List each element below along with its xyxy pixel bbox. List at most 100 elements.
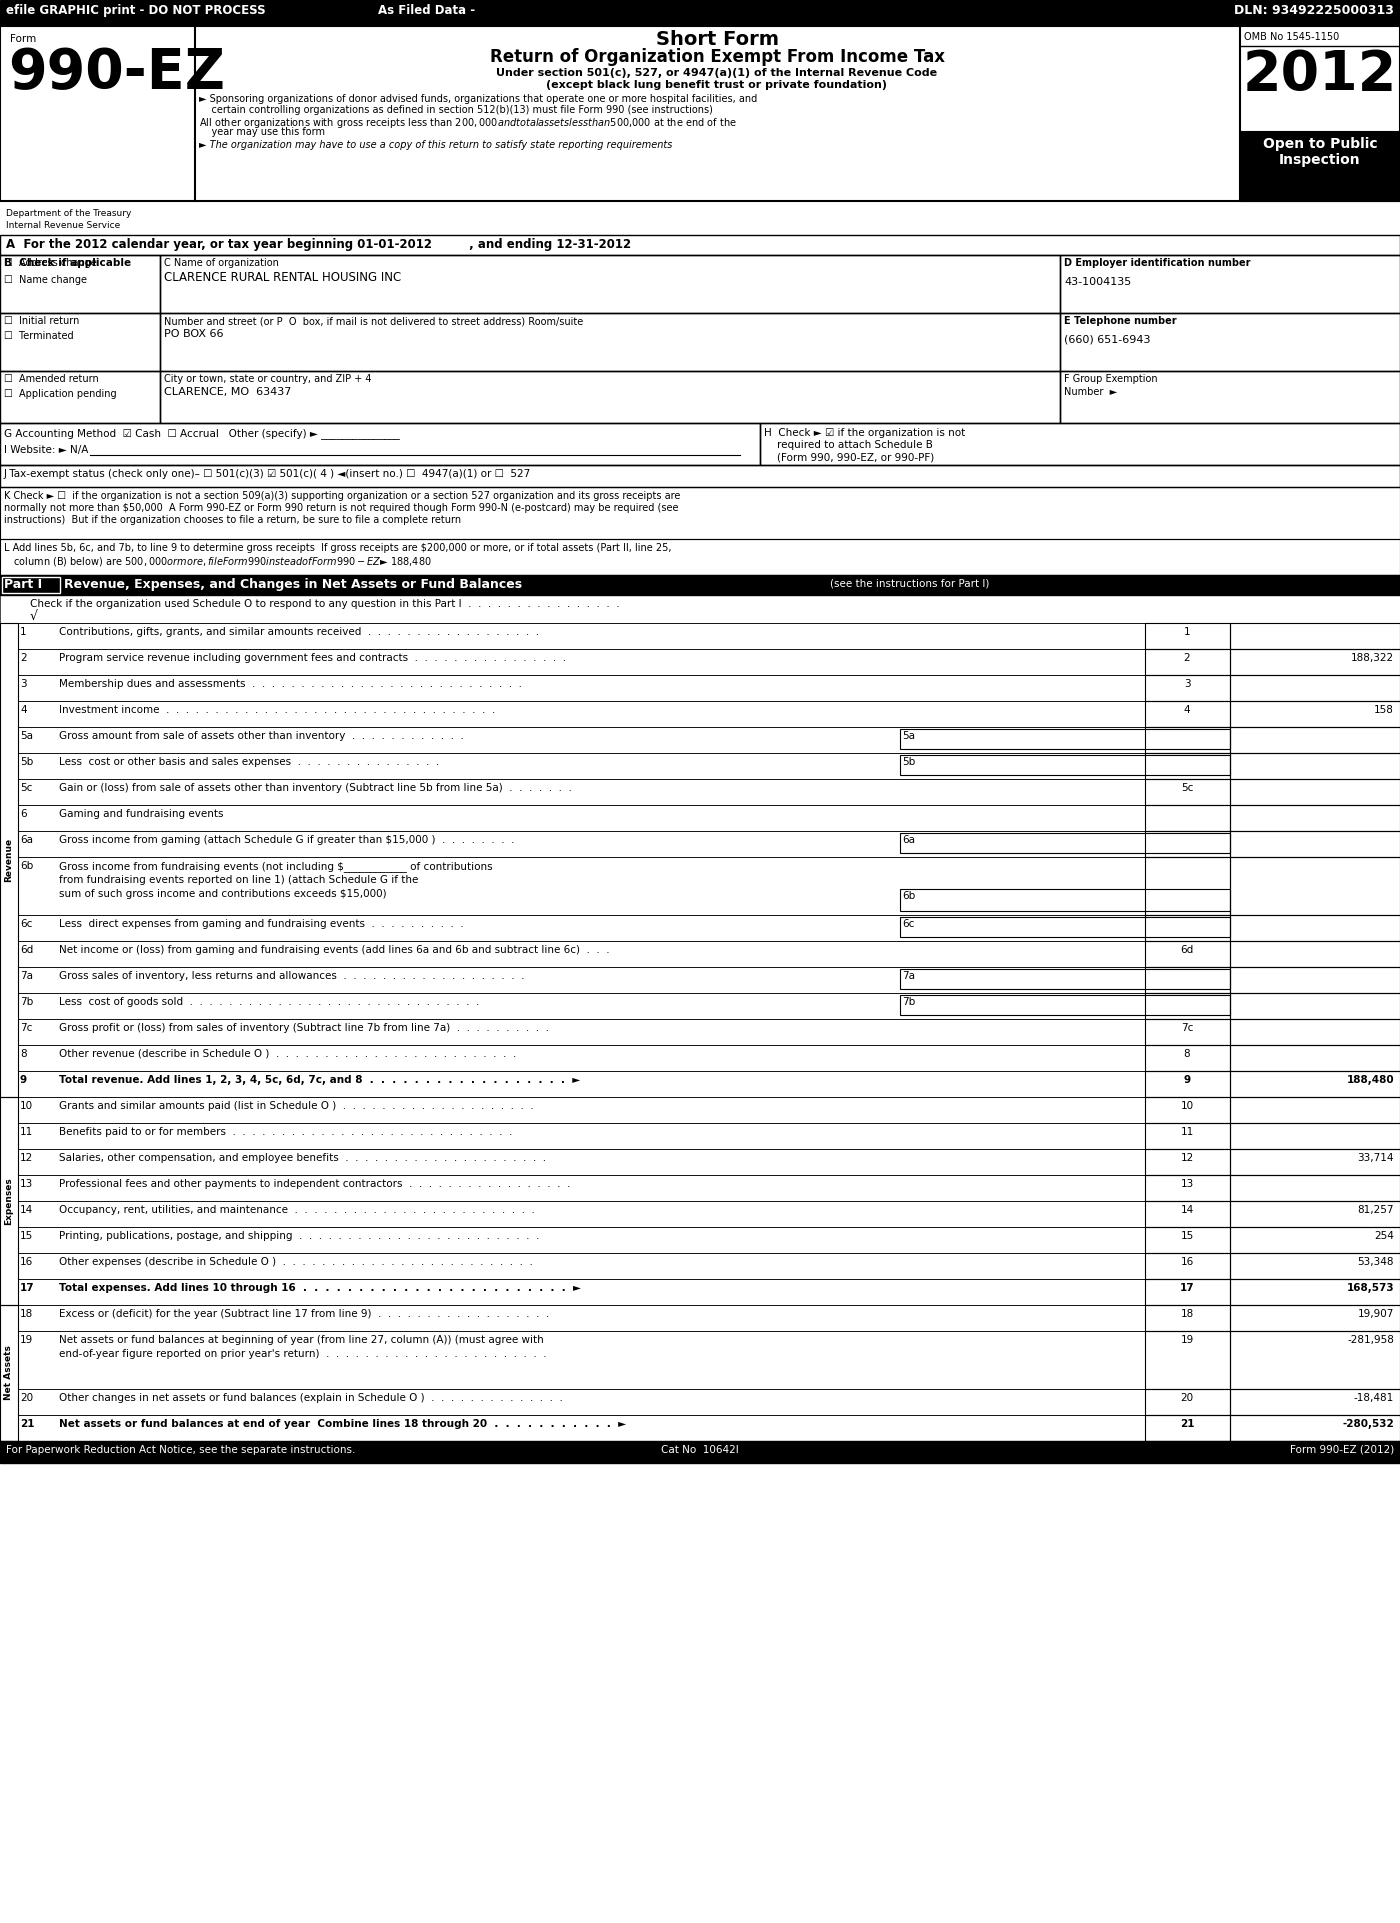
Text: Open to Public: Open to Public — [1263, 137, 1378, 152]
Text: Revenue, Expenses, and Changes in Net Assets or Fund Balances: Revenue, Expenses, and Changes in Net As… — [64, 579, 522, 590]
Text: Less  cost or other basis and sales expenses  .  .  .  .  .  .  .  .  .  .  .  .: Less cost or other basis and sales expen… — [59, 758, 440, 767]
Text: 10: 10 — [20, 1102, 34, 1111]
Text: 4: 4 — [20, 706, 27, 715]
Bar — [0, 371, 160, 423]
Text: Total revenue. Add lines 1, 2, 3, 4, 5c, 6d, 7c, and 8  .  .  .  .  .  .  .  .  : Total revenue. Add lines 1, 2, 3, 4, 5c,… — [59, 1075, 580, 1085]
Text: 6a: 6a — [902, 835, 916, 844]
Text: 5b: 5b — [902, 758, 916, 767]
Text: Gross amount from sale of assets other than inventory  .  .  .  .  .  .  .  .  .: Gross amount from sale of assets other t… — [59, 731, 463, 740]
Text: 188,322: 188,322 — [1351, 654, 1394, 663]
Text: Under section 501(c), 527, or 4947(a)(1) of the Internal Revenue Code: Under section 501(c), 527, or 4947(a)(1)… — [497, 67, 938, 79]
Text: 5a: 5a — [902, 731, 916, 740]
Text: 4: 4 — [1183, 706, 1190, 715]
Text: Revenue: Revenue — [4, 838, 14, 883]
Text: 6: 6 — [20, 810, 27, 819]
Bar — [160, 371, 1060, 423]
Bar — [900, 917, 1231, 937]
Bar — [18, 675, 1145, 702]
Text: Cat No  10642I: Cat No 10642I — [661, 1444, 739, 1456]
Text: Gross sales of inventory, less returns and allowances  .  .  .  .  .  .  .  .  .: Gross sales of inventory, less returns a… — [59, 971, 525, 981]
Text: normally not more than $50,000  A Form 990-EZ or Form 990 return is not required: normally not more than $50,000 A Form 99… — [4, 504, 679, 513]
Text: Net Assets: Net Assets — [4, 1346, 14, 1400]
Bar — [1231, 806, 1400, 831]
Text: 11: 11 — [20, 1127, 34, 1136]
Text: efile GRAPHIC print - DO NOT PROCESS: efile GRAPHIC print - DO NOT PROCESS — [6, 4, 266, 17]
Text: 14: 14 — [20, 1206, 34, 1215]
Text: Form 990-EZ (2012): Form 990-EZ (2012) — [1289, 1444, 1394, 1456]
Text: 168,573: 168,573 — [1347, 1283, 1394, 1292]
Text: Inspection: Inspection — [1280, 154, 1361, 167]
Bar — [0, 575, 1400, 594]
Bar — [1231, 831, 1400, 858]
Text: column (B) below) are $500,000 or more, file Form 990 instead of Form 990-EZ    : column (B) below) are $500,000 or more, … — [4, 556, 431, 567]
Bar — [18, 1044, 1145, 1071]
Text: Occupancy, rent, utilities, and maintenance  .  .  .  .  .  .  .  .  .  .  .  . : Occupancy, rent, utilities, and maintena… — [59, 1206, 535, 1215]
Bar — [1231, 1096, 1400, 1123]
Bar — [1240, 131, 1400, 202]
Text: 53,348: 53,348 — [1358, 1258, 1394, 1267]
Bar — [1145, 992, 1231, 1019]
Text: 6b: 6b — [20, 862, 34, 871]
Text: Short Form: Short Form — [655, 31, 778, 48]
Bar — [1145, 940, 1231, 967]
Text: All other organizations with gross receipts less than $200,000 and total assets : All other organizations with gross recei… — [199, 115, 736, 131]
Text: required to attach Schedule B: required to attach Schedule B — [764, 440, 932, 450]
Bar — [0, 623, 18, 1096]
Bar — [0, 594, 1400, 623]
Bar — [160, 256, 1060, 313]
Bar — [1145, 1331, 1231, 1388]
Text: 254: 254 — [1375, 1231, 1394, 1240]
Text: 16: 16 — [1180, 1258, 1194, 1267]
Bar — [0, 1440, 1400, 1463]
Bar — [18, 1279, 1145, 1306]
Bar — [1231, 858, 1400, 915]
Bar — [1231, 1227, 1400, 1254]
Text: 21: 21 — [20, 1419, 35, 1429]
Bar — [0, 27, 1400, 202]
Bar — [1060, 313, 1400, 371]
Bar — [18, 1227, 1145, 1254]
Bar — [1231, 915, 1400, 940]
Text: Professional fees and other payments to independent contractors  .  .  .  .  .  : Professional fees and other payments to … — [59, 1179, 570, 1188]
Text: 19: 19 — [20, 1335, 34, 1344]
Bar — [1145, 1175, 1231, 1202]
Text: As Filed Data -: As Filed Data - — [378, 4, 475, 17]
Bar — [0, 487, 1400, 538]
Text: 19: 19 — [1180, 1335, 1194, 1344]
Text: 19,907: 19,907 — [1358, 1310, 1394, 1319]
Bar — [18, 806, 1145, 831]
Bar — [1231, 940, 1400, 967]
Text: 8: 8 — [1183, 1050, 1190, 1060]
Bar — [1145, 648, 1231, 675]
Text: 20: 20 — [20, 1392, 34, 1404]
Bar — [18, 1388, 1145, 1415]
Bar — [1231, 1331, 1400, 1388]
Bar — [160, 313, 1060, 371]
Text: 7a: 7a — [902, 971, 916, 981]
Bar — [1145, 1415, 1231, 1440]
Bar — [1145, 1123, 1231, 1150]
Text: L Add lines 5b, 6c, and 7b, to line 9 to determine gross receipts  If gross rece: L Add lines 5b, 6c, and 7b, to line 9 to… — [4, 542, 672, 554]
Text: PO BOX 66: PO BOX 66 — [164, 329, 224, 338]
Text: 6d: 6d — [1180, 944, 1194, 956]
Bar — [18, 1123, 1145, 1150]
Bar — [18, 648, 1145, 675]
Bar — [1145, 1388, 1231, 1415]
Text: 10: 10 — [1180, 1102, 1194, 1111]
Bar — [1145, 1227, 1231, 1254]
Text: 81,257: 81,257 — [1358, 1206, 1394, 1215]
Bar — [900, 729, 1231, 748]
Text: 12: 12 — [1180, 1154, 1194, 1163]
Text: Less  direct expenses from gaming and fundraising events  .  .  .  .  .  .  .  .: Less direct expenses from gaming and fun… — [59, 919, 463, 929]
Bar — [18, 1415, 1145, 1440]
Text: Net income or (loss) from gaming and fundraising events (add lines 6a and 6b and: Net income or (loss) from gaming and fun… — [59, 944, 609, 956]
Text: Department of the Treasury: Department of the Treasury — [6, 210, 132, 217]
Text: 15: 15 — [20, 1231, 34, 1240]
Text: 5c: 5c — [20, 783, 32, 792]
Text: Return of Organization Exempt From Income Tax: Return of Organization Exempt From Incom… — [490, 48, 945, 65]
Bar — [18, 727, 1145, 754]
Text: Salaries, other compensation, and employee benefits  .  .  .  .  .  .  .  .  .  : Salaries, other compensation, and employ… — [59, 1154, 546, 1163]
Bar — [0, 1096, 18, 1306]
Bar — [1231, 754, 1400, 779]
Text: Expenses: Expenses — [4, 1177, 14, 1225]
